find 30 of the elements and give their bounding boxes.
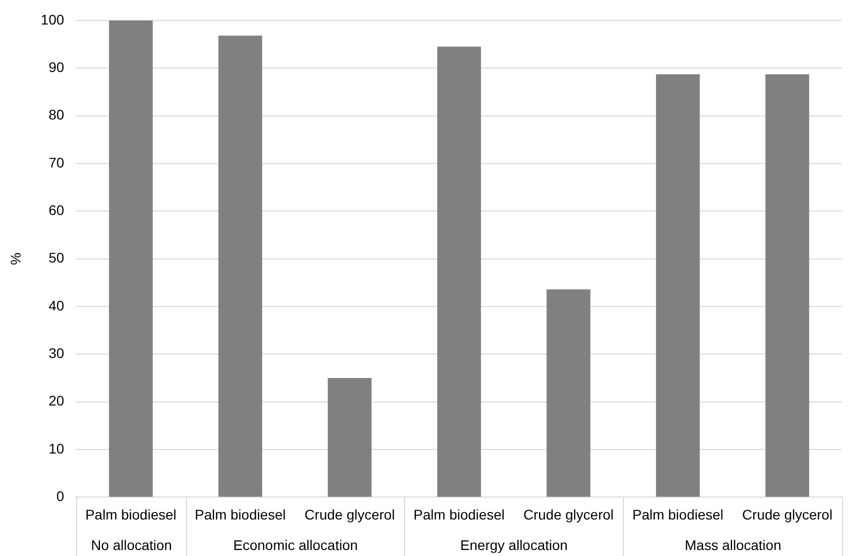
bar <box>656 74 700 497</box>
text: No allocation <box>91 536 172 553</box>
bar <box>328 378 372 497</box>
y-tick-label: 80 <box>48 106 64 123</box>
x-tick-label: Palm biodiesel <box>85 506 176 522</box>
y-tick-label: 90 <box>48 58 64 75</box>
bar <box>437 46 481 497</box>
y-tick-label: 100 <box>40 11 64 28</box>
y-tick-label: 30 <box>48 345 64 362</box>
y-tick-label: 20 <box>48 392 64 409</box>
x-tick-label: Crude glycerol <box>304 506 395 522</box>
y-tick-label: 60 <box>48 202 64 218</box>
bar <box>218 36 262 497</box>
y-tick-label: 10 <box>48 440 64 456</box>
x-tick-label: Palm biodiesel <box>194 506 286 522</box>
bar <box>546 289 590 497</box>
y-tick-label: 70 <box>48 154 64 170</box>
y-tick-label: 50 <box>48 250 64 266</box>
bar <box>108 20 153 497</box>
x-tick-label: Palm biodiesel <box>632 506 724 522</box>
y-tick-label: 40 <box>48 297 64 314</box>
text: Mass allocation <box>684 536 782 553</box>
text: Energy allocation <box>460 536 568 553</box>
x-tick-label: Crude glycerol <box>523 506 614 522</box>
text: Economic allocation <box>233 536 358 553</box>
y-axis-title: % <box>7 252 24 266</box>
bar <box>765 74 810 497</box>
y-tick-label: 0 <box>56 488 64 504</box>
x-tick-label: Palm biodiesel <box>414 506 505 522</box>
x-tick-label: Crude glycerol <box>742 506 832 522</box>
